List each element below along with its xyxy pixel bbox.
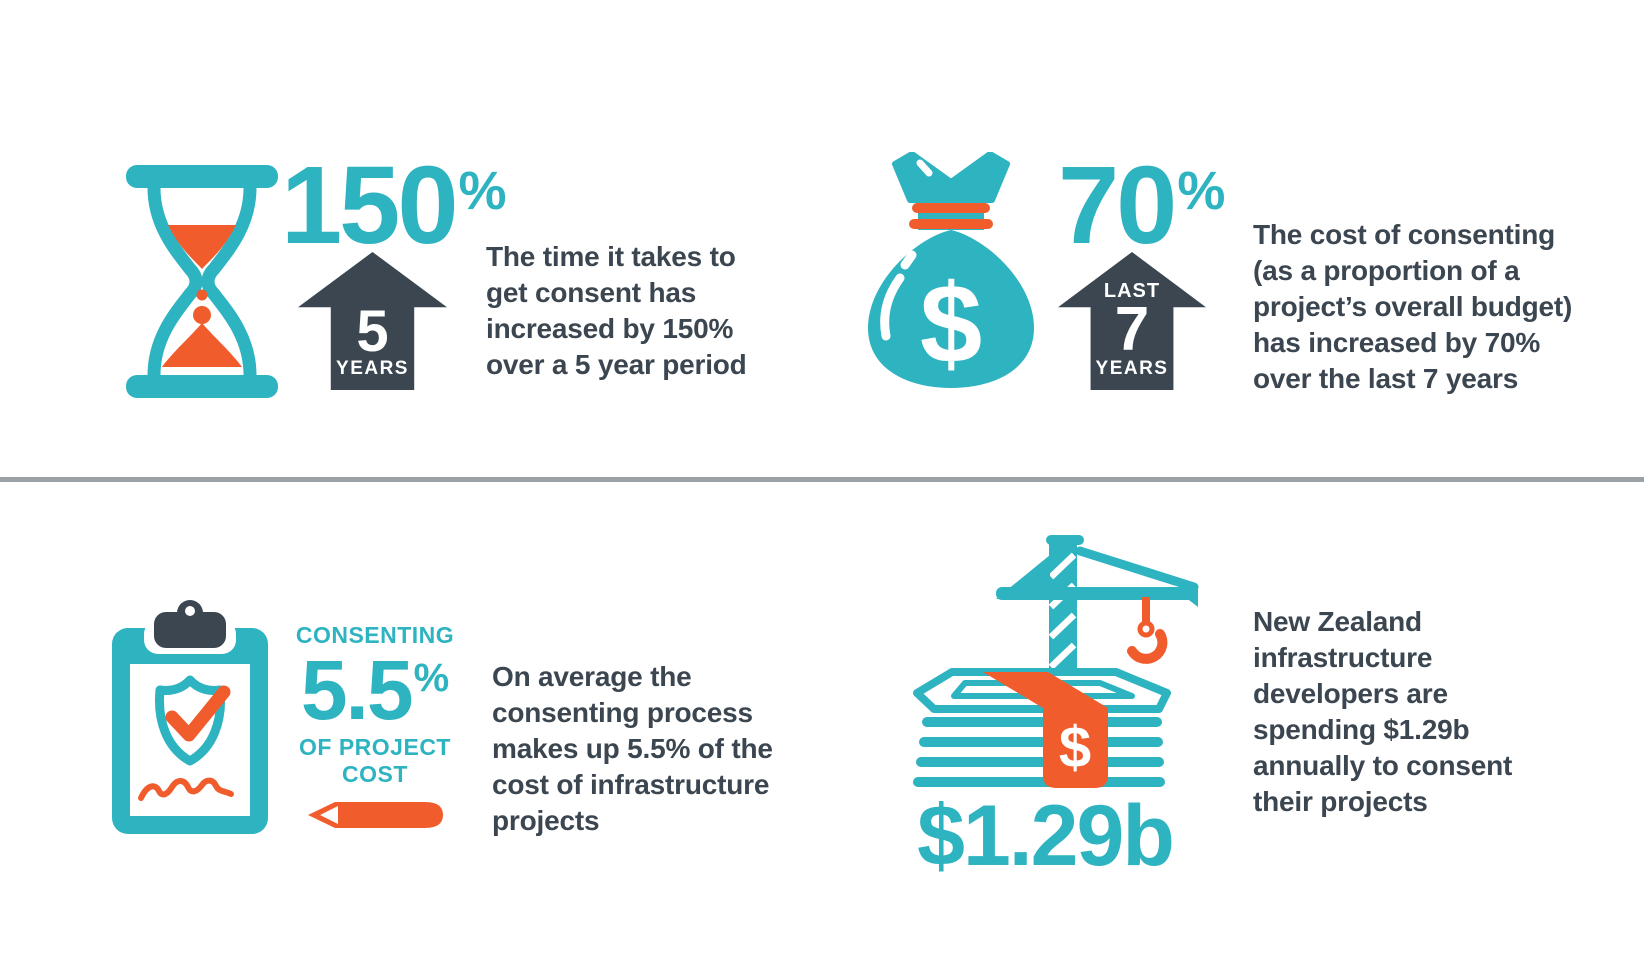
hourglass-icon bbox=[126, 165, 278, 403]
arrow-label-last: LAST bbox=[1103, 280, 1161, 302]
consenting-stat-block: CONSENTING 5.5 % OF PROJECT COST bbox=[283, 622, 467, 835]
divider-line bbox=[0, 477, 1644, 482]
five-year-up-arrow-icon: 5 YEARS bbox=[298, 252, 447, 390]
consenting-stat: 5.5 % bbox=[300, 643, 450, 737]
time-description: The time it takes to get consent has inc… bbox=[486, 241, 747, 380]
seven-year-up-arrow-icon: LAST 7 YEARS bbox=[1058, 252, 1206, 390]
time-stat-percent: % bbox=[458, 161, 507, 221]
cost-stat-percent: % bbox=[1177, 161, 1226, 221]
spend-description: New Zealand infrastructure developers ar… bbox=[1253, 606, 1513, 817]
spend-stat-value: $1.29b bbox=[917, 788, 1175, 884]
time-stat-value: 150 bbox=[281, 144, 459, 267]
arrow-value-7: 7 bbox=[1114, 295, 1150, 364]
pencil-icon bbox=[305, 800, 445, 835]
consenting-stat-value: 5.5 bbox=[300, 643, 414, 737]
cost-description: The cost of consenting (as a proportion … bbox=[1253, 219, 1573, 394]
consenting-stat-percent: % bbox=[413, 656, 450, 700]
of-project-cost-label: OF PROJECT COST bbox=[299, 734, 451, 787]
crane-lifting-money-icon: $ bbox=[902, 535, 1202, 795]
arrow-value-5: 5 bbox=[356, 299, 389, 364]
consenting-heading: CONSENTING bbox=[295, 622, 455, 648]
clipboard-shield-check-icon bbox=[110, 596, 270, 841]
time-stat: 150 % bbox=[281, 144, 507, 267]
arrow-label-years: YEARS bbox=[1095, 358, 1169, 379]
consenting-description: On average the consenting process makes … bbox=[492, 661, 773, 836]
money-bag-dollar-glyph: $ bbox=[920, 261, 982, 386]
cost-stat: 70 % bbox=[1058, 144, 1226, 267]
cost-stat-value: 70 bbox=[1058, 144, 1177, 267]
money-bag-icon: $ bbox=[856, 151, 1046, 395]
money-ribbon-dollar-glyph: $ bbox=[1059, 715, 1091, 780]
arrow-label-years: YEARS bbox=[336, 358, 409, 379]
